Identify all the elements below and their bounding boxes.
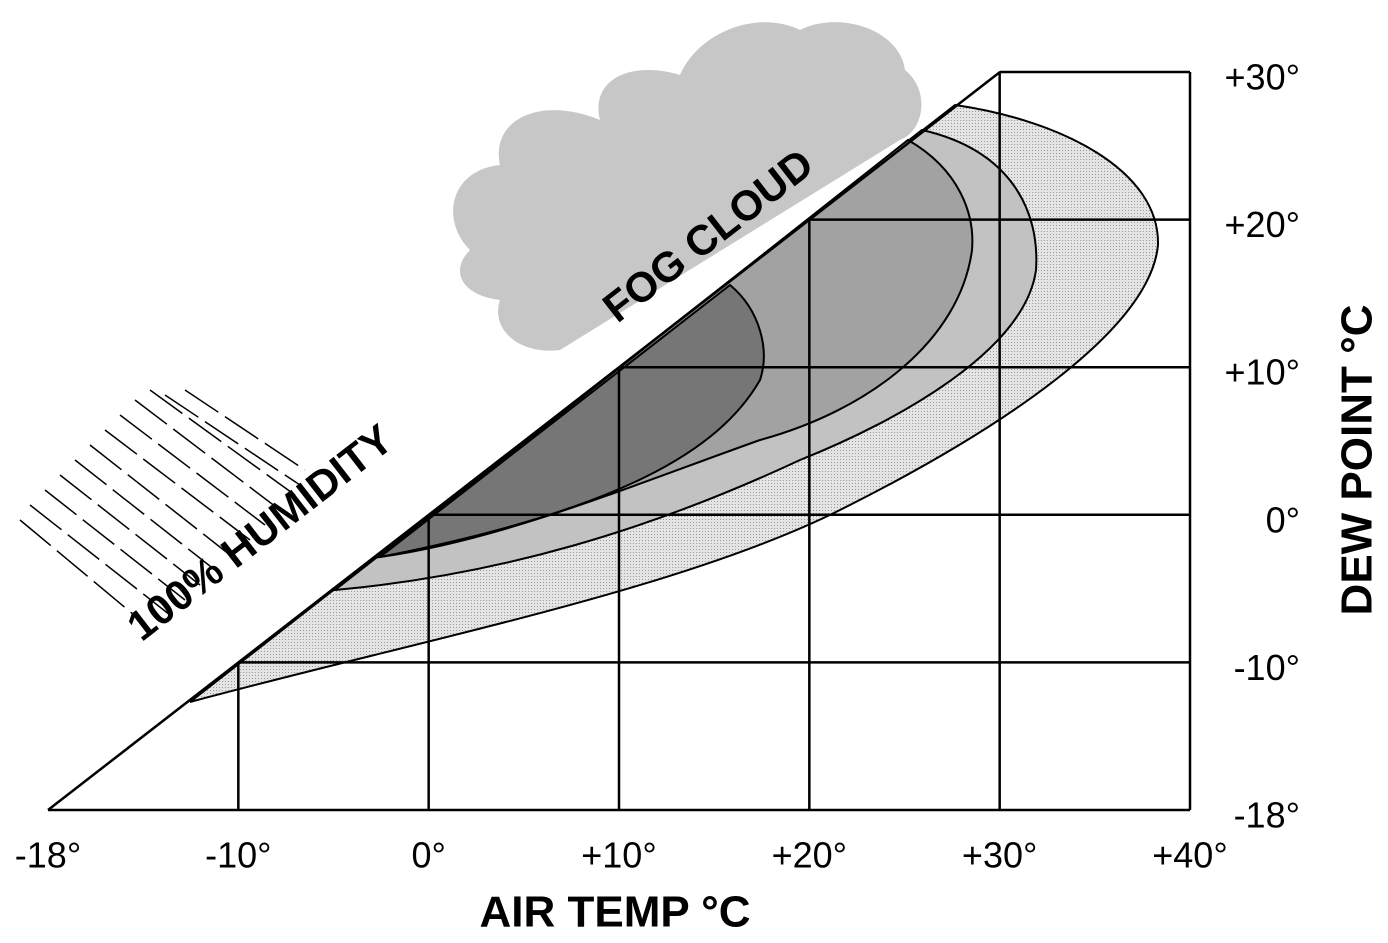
y-tick-label: -18° [1234,795,1300,836]
x-axis-title: AIR TEMP °C [479,888,750,937]
y-axis-title: DEW POINT °C [1333,305,1382,616]
y-tick-label: +30° [1225,57,1300,98]
y-tick-label: +10° [1225,352,1300,393]
x-tick-label: 0° [411,835,445,876]
x-tick-label: +20° [772,835,847,876]
y-tick-label: -10° [1234,647,1300,688]
y-tick-label: 0° [1266,499,1300,540]
chart: FOG CLOUD 100% HUMIDITY AIR TEMP °C DEW … [0,0,1388,943]
x-tick-label: +40° [1152,835,1227,876]
x-tick-label: -10° [205,835,271,876]
x-tick-label: +30° [962,835,1037,876]
x-tick-label: +10° [581,835,656,876]
y-tick-label: +20° [1225,204,1300,245]
x-tick-label: -18° [15,835,81,876]
